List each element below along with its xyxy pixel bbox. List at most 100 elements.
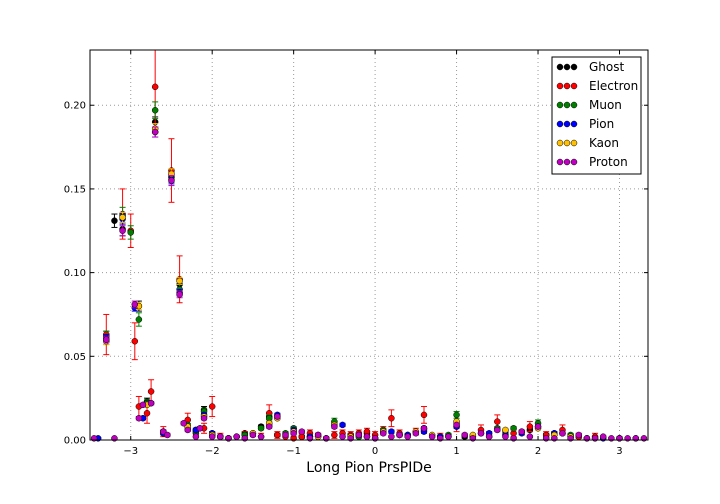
grid: [90, 50, 648, 441]
data-point: [180, 420, 187, 427]
legend-marker: [570, 82, 578, 90]
data-point: [139, 401, 147, 409]
legend-label: Pion: [589, 117, 614, 131]
y-tick-label: 0.15: [64, 184, 86, 195]
data-point: [453, 411, 460, 419]
legend-label: Electron: [589, 79, 638, 93]
tick-labels: −3 −2 −1 0 1 2 3 0.00 0.05 0.10 0.15 0.20: [64, 101, 623, 457]
data-point: [404, 433, 411, 440]
x-tick-label: 1: [453, 446, 459, 457]
data-point: [196, 425, 204, 432]
data-point: [526, 433, 534, 440]
data-point: [534, 423, 542, 430]
legend-marker: [570, 139, 578, 147]
data-point: [445, 433, 452, 440]
legend-label: Proton: [589, 155, 628, 169]
data-point: [164, 431, 171, 439]
data-point: [147, 388, 155, 395]
data-point: [103, 336, 110, 343]
data-point: [363, 433, 371, 440]
data-point: [355, 431, 363, 439]
legend-entries: Ghost Electron Muon Pion Kaon Proton: [556, 60, 638, 169]
data-point: [331, 431, 338, 439]
data-point: [559, 430, 566, 437]
data-point: [274, 431, 281, 439]
series-proton: [90, 126, 648, 442]
data-point: [192, 433, 200, 440]
x-tick-label: 0: [372, 446, 378, 457]
legend-label: Ghost: [589, 60, 624, 74]
x-tick-label: 2: [535, 446, 541, 457]
data-point: [453, 421, 460, 429]
data-point: [265, 423, 273, 430]
x-tick-label: −3: [123, 446, 138, 457]
x-tick-label: −2: [205, 446, 220, 457]
legend-marker: [570, 63, 578, 71]
data-point: [119, 214, 126, 221]
legend-marker: [563, 82, 571, 90]
data-point: [339, 433, 346, 440]
legend-marker: [563, 139, 571, 147]
legend-marker: [570, 101, 578, 109]
y-tick-label: 0.20: [64, 101, 86, 112]
legend-marker: [556, 158, 564, 166]
legend-marker: [556, 63, 564, 71]
y-tick-label: 0.05: [64, 352, 86, 363]
legend-marker: [556, 139, 564, 147]
data-point: [282, 431, 289, 439]
data-point: [111, 217, 118, 224]
data-point: [298, 428, 306, 435]
x-tick-label: 3: [616, 446, 622, 457]
data-point: [575, 431, 583, 439]
data-point: [184, 426, 192, 434]
x-tick-label: −1: [286, 446, 301, 457]
data-points: [90, 49, 648, 442]
data-point: [420, 411, 428, 419]
data-point: [176, 291, 183, 298]
data-point: [127, 229, 134, 236]
data-point: [176, 277, 183, 285]
legend-marker: [563, 120, 571, 128]
data-point: [526, 423, 534, 430]
data-point: [428, 433, 436, 440]
data-point: [151, 107, 159, 114]
data-point: [510, 425, 517, 432]
data-point: [331, 423, 338, 430]
data-point: [168, 177, 175, 184]
legend-marker: [563, 101, 571, 109]
legend-marker: [556, 82, 564, 90]
data-point: [494, 426, 501, 434]
data-point: [290, 430, 297, 437]
data-point: [461, 431, 468, 439]
data-point: [131, 337, 139, 345]
data-point: [217, 433, 224, 440]
x-axis-label: Long Pion PrsPIDe: [306, 460, 431, 476]
data-point: [151, 128, 159, 136]
legend-marker: [570, 120, 578, 128]
data-point: [147, 399, 155, 407]
y-tick-label: 0.10: [64, 268, 86, 279]
legend-marker: [563, 63, 571, 71]
data-point: [131, 301, 139, 308]
data-point: [143, 409, 151, 417]
legend-frame: [551, 56, 642, 175]
data-point: [257, 433, 265, 440]
legend-label: Kaon: [589, 136, 619, 150]
data-point: [257, 425, 265, 432]
legend-label: Muon: [589, 98, 622, 112]
data-point: [200, 414, 208, 422]
data-point: [208, 403, 216, 410]
data-point: [599, 433, 607, 440]
legend-marker: [570, 158, 578, 166]
data-point: [494, 418, 501, 425]
data-point: [339, 421, 346, 429]
legend-marker: [556, 101, 564, 109]
data-point: [412, 430, 420, 437]
data-point: [502, 433, 509, 440]
data-point: [208, 433, 216, 440]
data-point: [135, 316, 143, 323]
data-point: [151, 83, 159, 91]
data-point: [396, 431, 403, 439]
data-point: [388, 433, 395, 440]
